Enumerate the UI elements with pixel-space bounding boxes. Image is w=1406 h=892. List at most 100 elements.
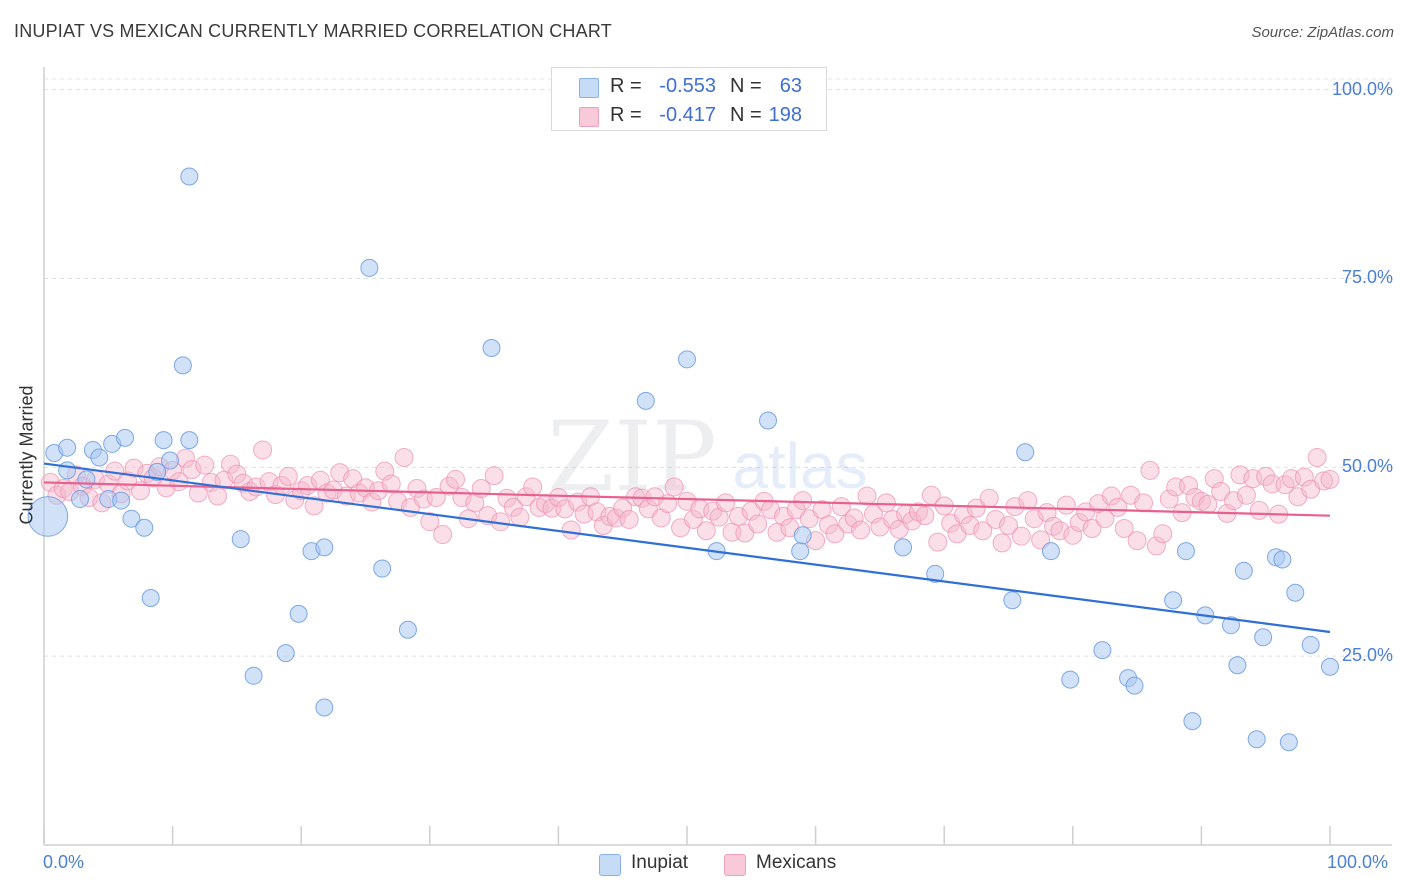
inupiat-point — [276, 644, 295, 663]
watermark: ZIP atlas — [547, 401, 867, 513]
watermark-zip: ZIP — [547, 401, 716, 513]
mexicans-point — [658, 494, 678, 514]
y-axis-label: Currently Married — [16, 385, 37, 525]
inupiat-point — [1183, 712, 1202, 731]
series-label-inupiat: Inupiat — [631, 852, 689, 873]
inupiat-point — [759, 411, 778, 430]
mexicans-point — [908, 502, 928, 522]
mexicans-point — [1320, 469, 1340, 489]
legend-n-value: 198 — [768, 104, 802, 126]
inupiat-point — [161, 451, 180, 470]
mexicans-point — [568, 492, 588, 512]
mexicans-point — [1101, 486, 1121, 506]
mexicans-point — [1050, 521, 1070, 541]
mexicans-point — [1011, 526, 1031, 546]
inupiat-point — [1286, 583, 1305, 602]
inupiat-point — [1321, 657, 1339, 676]
mexicans-point — [253, 440, 273, 460]
inupiat-point — [1061, 670, 1080, 689]
inupiat-point — [360, 258, 379, 277]
series-swatch-mexicans — [724, 854, 746, 876]
mexicans-point — [735, 523, 755, 543]
inupiat-point — [154, 431, 173, 450]
chart-source: Source: ZipAtlas.com — [1251, 24, 1394, 41]
inupiat-point — [791, 542, 810, 561]
mexicans-point — [330, 463, 350, 483]
mexicans-point — [516, 487, 536, 507]
mexicans-point — [1256, 466, 1276, 486]
inupiat-point — [926, 564, 945, 583]
y-tick-label: 25.0% — [1341, 645, 1393, 666]
inupiat-point — [180, 431, 199, 450]
mexicans-point — [291, 481, 311, 501]
mexicans-point — [1140, 460, 1160, 480]
mexicans-point — [979, 488, 999, 508]
mexicans-point — [446, 469, 466, 489]
legend-swatch-inupiat — [579, 78, 599, 98]
mexicans-point — [1294, 467, 1314, 487]
mexicans-point — [336, 486, 356, 506]
mexicans-point — [1211, 482, 1231, 502]
inupiat-point — [90, 448, 109, 467]
inupiat-point — [1247, 730, 1266, 749]
mexicans-point — [220, 454, 240, 474]
series-swatch-inupiat — [599, 854, 621, 876]
inupiat-point — [1279, 733, 1298, 752]
mexicans-point — [986, 509, 1006, 529]
legend-r-label: R = — [610, 104, 642, 126]
mexicans-point — [1230, 465, 1250, 485]
mexicans-point — [523, 477, 543, 497]
mexicans-point — [619, 509, 639, 529]
mexicans-point — [966, 498, 986, 518]
mexicans-point — [960, 515, 980, 535]
inupiat-point — [135, 518, 154, 537]
inupiat-point — [1176, 542, 1195, 561]
mexicans-point — [343, 469, 363, 489]
inupiat-point — [1041, 542, 1060, 561]
mexicans-point — [799, 509, 819, 529]
inupiat-point — [27, 496, 69, 537]
y-tick-label: 100.0% — [1331, 78, 1393, 99]
chart-title: INUPIAT VS MEXICAN CURRENTLY MARRIED COR… — [14, 21, 612, 41]
legend-r-label: R = — [610, 75, 642, 97]
mexicans-point — [683, 509, 703, 529]
inupiat-point — [398, 620, 417, 639]
mexicans-point — [716, 493, 736, 513]
mexicans-point — [349, 483, 369, 503]
mexicans-point — [851, 520, 871, 540]
inupiat-point — [148, 462, 167, 481]
mexicans-point — [728, 506, 748, 526]
inupiat-point — [1164, 591, 1183, 610]
mexicans-point — [992, 533, 1012, 553]
gridlines — [44, 78, 1392, 657]
mexicans-point — [1179, 475, 1199, 495]
mexicans-point — [278, 466, 298, 486]
inupiat-point — [894, 538, 913, 557]
mexicans-point — [304, 496, 324, 516]
mexicans-point — [1134, 493, 1154, 513]
mexicans-point — [825, 524, 845, 544]
mexicans-point — [876, 493, 896, 513]
mexicans-point — [857, 486, 877, 506]
mexicans-point — [433, 525, 453, 545]
mexicans-point — [748, 514, 768, 534]
mexicans-point — [1307, 448, 1327, 468]
mexicans-point — [130, 481, 150, 501]
mexicans-point — [664, 477, 684, 497]
mexicans-point — [928, 532, 948, 552]
mexicans-point — [124, 458, 144, 478]
mexicans-point — [638, 499, 658, 519]
legend-row-inupiat: R = -0.553 N = 63 — [552, 71, 826, 101]
y-tick-label: 50.0% — [1341, 456, 1393, 477]
mexicans-point — [915, 506, 935, 526]
inupiat-point — [1228, 656, 1247, 675]
mexicans-point — [1024, 509, 1044, 529]
mexicans-point — [1069, 512, 1089, 532]
stats-legend: R = -0.553 N = 63 R = -0.417 N = 198 — [551, 67, 827, 131]
legend-r-value: -0.417 — [659, 104, 716, 126]
inupiat-point — [1125, 676, 1144, 695]
inupiat-point — [71, 490, 90, 509]
mexicans-point — [394, 448, 414, 468]
inupiat-point — [315, 698, 334, 717]
